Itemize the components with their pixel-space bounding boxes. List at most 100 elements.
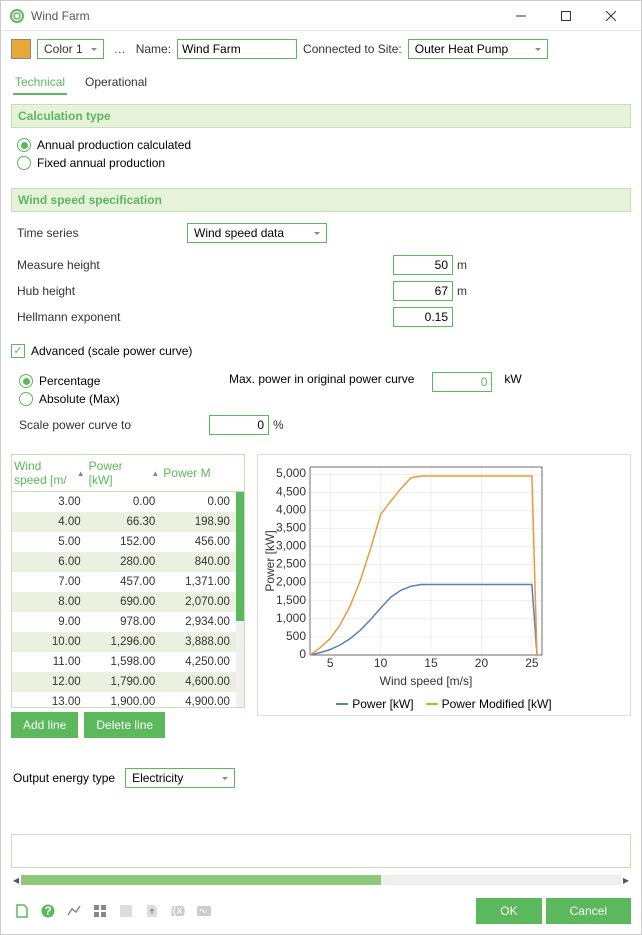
advanced-label: Advanced (scale power curve) bbox=[31, 344, 192, 358]
app-icon bbox=[9, 8, 25, 24]
table-cell: 1,371.00 bbox=[161, 576, 236, 588]
table-row[interactable]: 8.00690.002,070.00 bbox=[12, 592, 244, 612]
table-cell: 2,070.00 bbox=[161, 596, 236, 608]
svg-text:f(x): f(x) bbox=[170, 903, 186, 917]
fx-icon[interactable]: f(x) bbox=[167, 900, 189, 922]
radio-label: Annual production calculated bbox=[37, 138, 191, 152]
output-select[interactable]: Electricity bbox=[125, 768, 235, 788]
radio-percentage[interactable] bbox=[19, 374, 33, 388]
signal-icon[interactable] bbox=[193, 900, 215, 922]
svg-text:4,000: 4,000 bbox=[276, 502, 306, 516]
table-row[interactable]: 10.001,296.003,888.00 bbox=[12, 632, 244, 652]
output-row: Output energy type Electricity bbox=[13, 768, 629, 788]
svg-text:Wind speed [m/s]: Wind speed [m/s] bbox=[380, 674, 473, 688]
horizontal-scrollbar[interactable]: ◂ ▸ bbox=[11, 874, 631, 886]
power-curve-chart: 05001,0001,5002,0002,5003,0003,5004,0004… bbox=[262, 459, 552, 689]
scale-input[interactable] bbox=[209, 415, 269, 435]
chart-icon[interactable] bbox=[63, 900, 85, 922]
table-cell: 4,600.00 bbox=[161, 676, 236, 688]
close-button[interactable] bbox=[588, 1, 633, 31]
table-cell: 0.00 bbox=[161, 496, 236, 508]
minimize-button[interactable] bbox=[498, 1, 543, 31]
hub-height-label: Hub height bbox=[17, 284, 187, 298]
export-icon[interactable] bbox=[141, 900, 163, 922]
table-cell: 4.00 bbox=[12, 516, 87, 528]
svg-text:4,500: 4,500 bbox=[276, 484, 306, 498]
table-cell: 6.00 bbox=[12, 556, 87, 568]
tab-technical[interactable]: Technical bbox=[13, 71, 67, 95]
advanced-checkbox[interactable] bbox=[11, 344, 25, 358]
cancel-button[interactable]: Cancel bbox=[546, 898, 631, 924]
radio-label: Fixed annual production bbox=[37, 156, 165, 170]
ok-button[interactable]: OK bbox=[476, 898, 541, 924]
svg-text:Power [kW]: Power [kW] bbox=[263, 530, 277, 591]
radio-absolute[interactable] bbox=[19, 392, 33, 406]
table-cell: 1,900.00 bbox=[87, 696, 162, 707]
svg-text:5: 5 bbox=[327, 656, 334, 670]
table-scrollbar[interactable] bbox=[236, 492, 244, 707]
legend-power: Power [kW] bbox=[352, 697, 413, 711]
table-body[interactable]: 3.000.000.004.0066.30198.905.00152.00456… bbox=[12, 492, 244, 707]
radio-fixed-annual[interactable] bbox=[17, 156, 31, 170]
radio-annual-calculated[interactable] bbox=[17, 138, 31, 152]
blank-icon[interactable] bbox=[115, 900, 137, 922]
table-cell: 3.00 bbox=[12, 496, 87, 508]
help-icon[interactable]: ? bbox=[37, 900, 59, 922]
table-header: Wind speed [m/▲ Power [kW]▲ Power M bbox=[12, 455, 244, 492]
unit: m bbox=[457, 284, 477, 298]
table-row[interactable]: 9.00978.002,934.00 bbox=[12, 612, 244, 632]
table-row[interactable]: 12.001,790.004,600.00 bbox=[12, 672, 244, 692]
svg-text:2,000: 2,000 bbox=[276, 575, 306, 589]
hub-height-input[interactable] bbox=[393, 281, 453, 301]
table-container: Wind speed [m/▲ Power [kW]▲ Power M 3.00… bbox=[11, 454, 245, 738]
scroll-right-icon[interactable]: ▸ bbox=[621, 875, 631, 885]
tab-operational[interactable]: Operational bbox=[83, 71, 149, 95]
table-cell: 1,790.00 bbox=[87, 676, 162, 688]
max-power-input[interactable] bbox=[432, 372, 492, 392]
table-cell: 457.00 bbox=[87, 576, 162, 588]
color-select[interactable]: Color 1 bbox=[37, 39, 104, 59]
table-cell: 8.00 bbox=[12, 596, 87, 608]
site-select[interactable]: Outer Heat Pump bbox=[408, 39, 548, 59]
delete-line-button[interactable]: Delete line bbox=[84, 712, 165, 738]
table-row[interactable]: 13.001,900.004,900.00 bbox=[12, 692, 244, 707]
notes-textarea[interactable] bbox=[11, 834, 631, 868]
table-cell: 66.30 bbox=[87, 516, 162, 528]
col-wind-speed[interactable]: Wind speed [m/▲ bbox=[12, 455, 87, 491]
svg-text:20: 20 bbox=[475, 656, 489, 670]
table-row[interactable]: 5.00152.00456.00 bbox=[12, 532, 244, 552]
table-row[interactable]: 3.000.000.00 bbox=[12, 492, 244, 512]
grid-icon[interactable] bbox=[89, 900, 111, 922]
svg-text:500: 500 bbox=[286, 629, 306, 643]
color-swatch[interactable] bbox=[11, 39, 31, 59]
svg-text:1,000: 1,000 bbox=[276, 611, 306, 625]
table-row[interactable]: 11.001,598.004,250.00 bbox=[12, 652, 244, 672]
hellmann-label: Hellmann exponent bbox=[17, 310, 187, 324]
table-row[interactable]: 7.00457.001,371.00 bbox=[12, 572, 244, 592]
name-input[interactable] bbox=[177, 39, 297, 59]
unit: m bbox=[457, 258, 477, 272]
radio-label: Absolute (Max) bbox=[39, 392, 120, 406]
add-line-button[interactable]: Add line bbox=[11, 712, 78, 738]
section-calculation-type: Calculation type Annual production calcu… bbox=[11, 104, 631, 180]
scroll-left-icon[interactable]: ◂ bbox=[11, 875, 21, 885]
time-series-select[interactable]: Wind speed data bbox=[187, 223, 327, 243]
svg-text:25: 25 bbox=[525, 656, 539, 670]
max-power-label: Max. power in original power curve bbox=[229, 372, 414, 386]
table-cell: 5.00 bbox=[12, 536, 87, 548]
svg-text:10: 10 bbox=[374, 656, 388, 670]
svg-text:3,000: 3,000 bbox=[276, 539, 306, 553]
table-row[interactable]: 4.0066.30198.90 bbox=[12, 512, 244, 532]
window-title: Wind Farm bbox=[31, 9, 498, 23]
col-power-mod[interactable]: Power M bbox=[161, 455, 236, 491]
table-row[interactable]: 6.00280.00840.00 bbox=[12, 552, 244, 572]
table-cell: 4,900.00 bbox=[161, 696, 236, 707]
file-icon[interactable] bbox=[11, 900, 33, 922]
col-power[interactable]: Power [kW]▲ bbox=[87, 455, 162, 491]
svg-text:3,500: 3,500 bbox=[276, 520, 306, 534]
maximize-button[interactable] bbox=[543, 1, 588, 31]
advanced-checkbox-row: Advanced (scale power curve) bbox=[11, 344, 631, 358]
color-more-button[interactable]: … bbox=[110, 42, 130, 56]
hellmann-input[interactable] bbox=[393, 307, 453, 327]
measure-height-input[interactable] bbox=[393, 255, 453, 275]
